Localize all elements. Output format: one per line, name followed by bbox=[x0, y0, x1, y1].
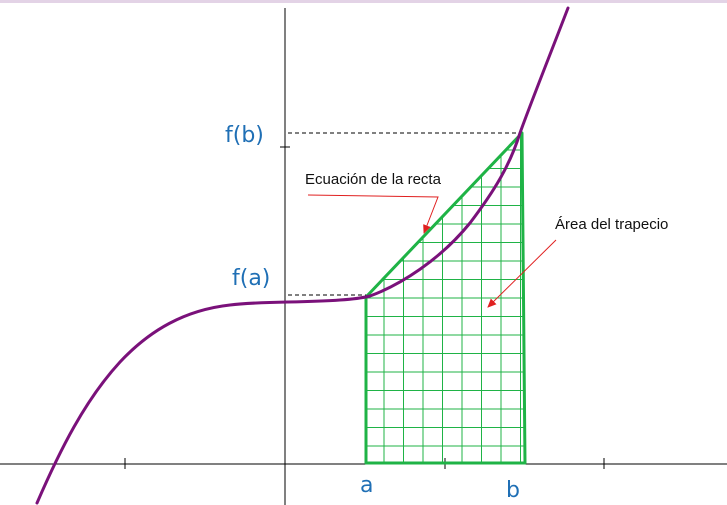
label-b: b bbox=[506, 478, 520, 503]
label-a: a bbox=[360, 473, 373, 498]
arrow-trapezoid-area bbox=[487, 239, 557, 308]
trapezoid-outline bbox=[364, 131, 527, 465]
annotation-line-equation: Ecuación de la recta bbox=[305, 171, 442, 188]
label-fb: f(b) bbox=[225, 123, 264, 148]
window-top-border bbox=[0, 0, 727, 3]
function-curve bbox=[35, 6, 570, 505]
annotation-trapezoid-area: Área del trapecio bbox=[555, 216, 668, 233]
label-fa: f(a) bbox=[232, 266, 270, 291]
arrow-line-equation bbox=[307, 194, 439, 234]
